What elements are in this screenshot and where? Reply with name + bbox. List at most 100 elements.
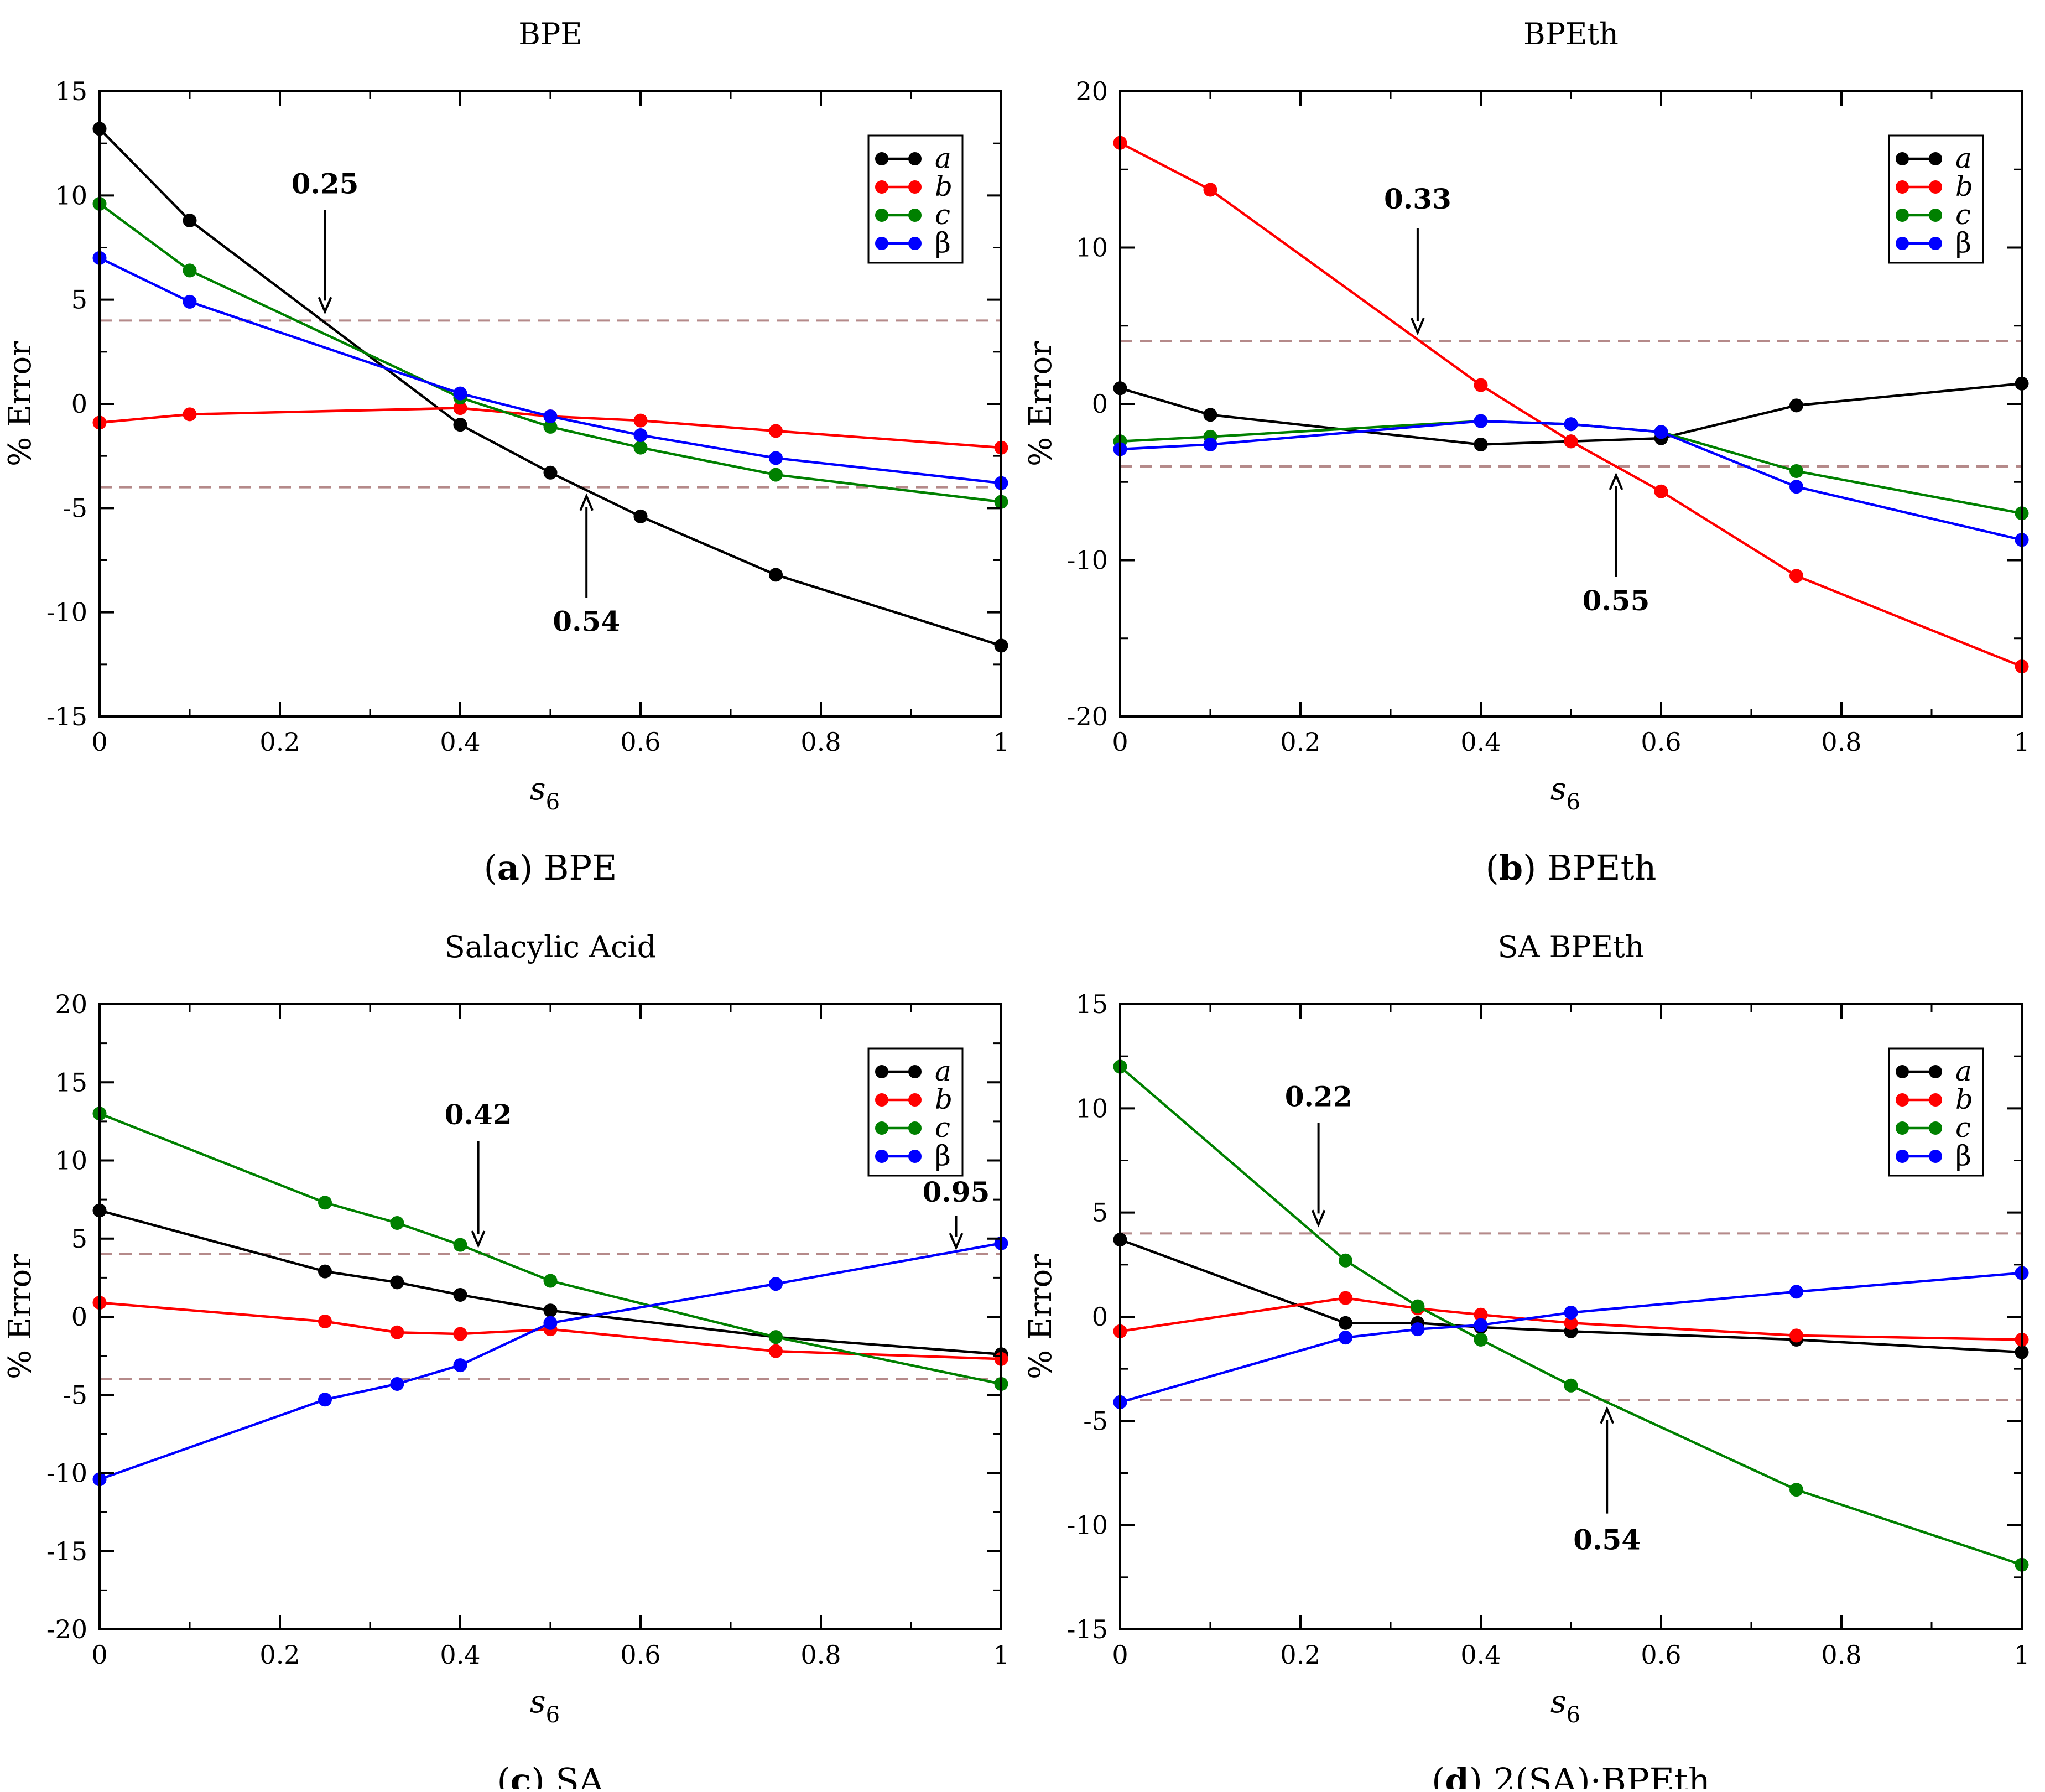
panel-title: BPE [518,17,582,51]
annotation-arrow-head [471,1230,486,1249]
caption-open-paren: ( [1432,1760,1445,1789]
panel-title: SA BPEth [1497,929,1644,964]
y-tick-label: 0 [1092,1302,1108,1332]
caption-text: SA [555,1760,604,1789]
data-point [769,468,783,482]
y-tick-label: -10 [46,1458,87,1488]
annotation-label: 0.25 [292,167,359,200]
data-point [1411,1299,1425,1313]
legend-label-3: c [1955,1111,1971,1144]
data-point [1203,183,1217,197]
data-point [543,409,558,424]
x-axis-label-subscript: 6 [1567,789,1580,815]
annotation-label: 0.42 [445,1098,512,1131]
legend-marker [1929,209,1942,222]
panel-title: BPEth [1523,17,1619,51]
data-point [1339,1291,1352,1305]
legend-marker [875,1121,888,1135]
series-line-3 [98,202,1002,503]
data-point [1564,1378,1578,1393]
data-point [1654,425,1668,439]
data-point [318,1264,332,1279]
data-point [633,440,648,455]
data-point [390,1275,404,1290]
x-tick-label: 1 [993,1640,1009,1670]
y-tick-label: 20 [1075,76,1108,106]
x-axis-label-main: s [530,771,546,807]
annotation-label: 0.33 [1384,183,1451,215]
panel-d: SA BPEth 0 0.2 0.4 0.6 0.8 1 -15 -10 -5 0 5 10 15 s6 % … [1023,929,2030,1792]
x-axis-label-main: s [1550,1684,1567,1720]
data-point [390,1377,404,1391]
data-point [1789,398,1803,413]
x-tick-label: 0.2 [1280,727,1320,757]
data-point [183,407,197,422]
data-point [1203,408,1217,422]
caption-close-paren: ) [1523,848,1547,888]
data-point [1789,480,1803,494]
legend-marker [1896,1150,1909,1163]
y-tick-label: 20 [55,989,87,1019]
data-point [633,413,648,428]
x-axis-label-subscript: 6 [1567,1702,1580,1728]
data-point [1564,434,1578,449]
data-point [453,1238,467,1252]
y-tick-label: 10 [1075,233,1108,263]
caption-letter: d [1445,1760,1469,1789]
legend-marker [1896,152,1909,165]
plot-frame [98,90,1002,718]
y-tick-label: 5 [1092,1198,1108,1228]
panel-caption: (a) BPE [484,848,617,888]
legend-marker [1896,1093,1909,1107]
data-point [1789,569,1803,583]
data-point [769,568,783,582]
x-tick-label: 0.8 [800,1640,841,1670]
legend-marker [908,237,922,250]
x-axis-label: s6 [1550,771,1580,815]
data-point [183,214,197,228]
y-tick-label: -5 [63,493,87,523]
x-tick-label: 0.4 [440,1640,480,1670]
legend-marker [1929,1065,1942,1078]
x-tick-label: 0 [91,727,107,757]
panel-b: BPEth 0 0.2 0.4 0.6 0.8 1 -20 -10 0 10 20 s6 % Error a… [1023,17,2030,888]
y-tick-label: -10 [1067,546,1108,575]
data-point [1564,417,1578,432]
annotation-arrow-head [1311,1209,1326,1228]
legend-label-2: b [935,170,953,202]
y-tick-label: -15 [46,702,87,731]
data-point [633,509,648,523]
data-point [453,386,467,401]
caption-text: 2(SA)·BPEth [1494,1760,1710,1789]
annotation-arrow-head [949,1233,964,1251]
caption-open-paren: ( [484,848,497,888]
data-point [1474,414,1488,428]
y-tick-label: 15 [55,1067,87,1097]
y-tick-label: -20 [1067,702,1108,731]
y-tick-label: -5 [1083,1406,1108,1436]
panel-caption: (c) SA [497,1760,604,1789]
x-tick-label: 0.6 [1641,727,1681,757]
legend-marker [1896,1065,1909,1078]
x-tick-label: 0.4 [440,727,480,757]
panel-caption: (d) 2(SA)·BPEth [1432,1760,1710,1789]
panel-c: Salacylic Acid 0 0.2 0.4 0.6 0.8 1 -20 -15 -10 -5 0… [2,929,1010,1792]
annotation-label: 0.55 [1583,584,1650,617]
data-point [1789,464,1803,478]
data-point [1339,1253,1352,1268]
data-point [1564,1316,1578,1330]
data-point [769,1344,783,1358]
x-tick-label: 0.6 [620,1640,660,1670]
data-point [1564,1305,1578,1320]
caption-letter: c [511,1760,532,1789]
x-tick-label: 0.8 [1821,727,1861,757]
data-point [543,1274,558,1288]
panel-title: Salacylic Acid [445,929,656,964]
data-point [453,418,467,432]
legend-marker [875,180,888,194]
data-point [390,1216,404,1230]
y-tick-label: 0 [71,389,87,419]
y-axis-label: % Error [2,1254,38,1379]
legend-label-2: b [1955,1083,1973,1115]
